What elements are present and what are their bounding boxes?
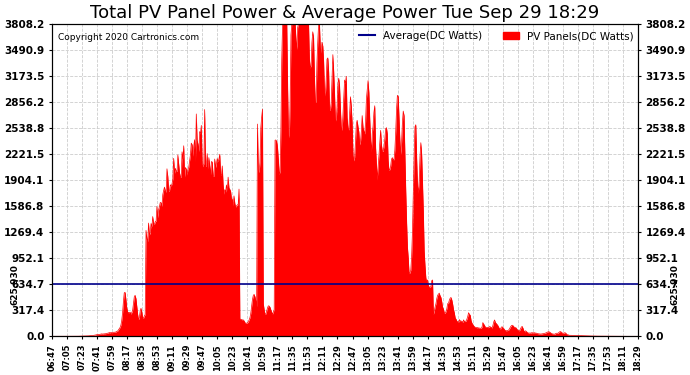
Title: Total PV Panel Power & Average Power Tue Sep 29 18:29: Total PV Panel Power & Average Power Tue… — [90, 4, 600, 22]
Text: 625.930: 625.930 — [11, 264, 20, 305]
Text: Copyright 2020 Cartronics.com: Copyright 2020 Cartronics.com — [58, 33, 199, 42]
Legend: Average(DC Watts), PV Panels(DC Watts): Average(DC Watts), PV Panels(DC Watts) — [355, 27, 638, 45]
Text: 625.930: 625.930 — [670, 264, 679, 305]
